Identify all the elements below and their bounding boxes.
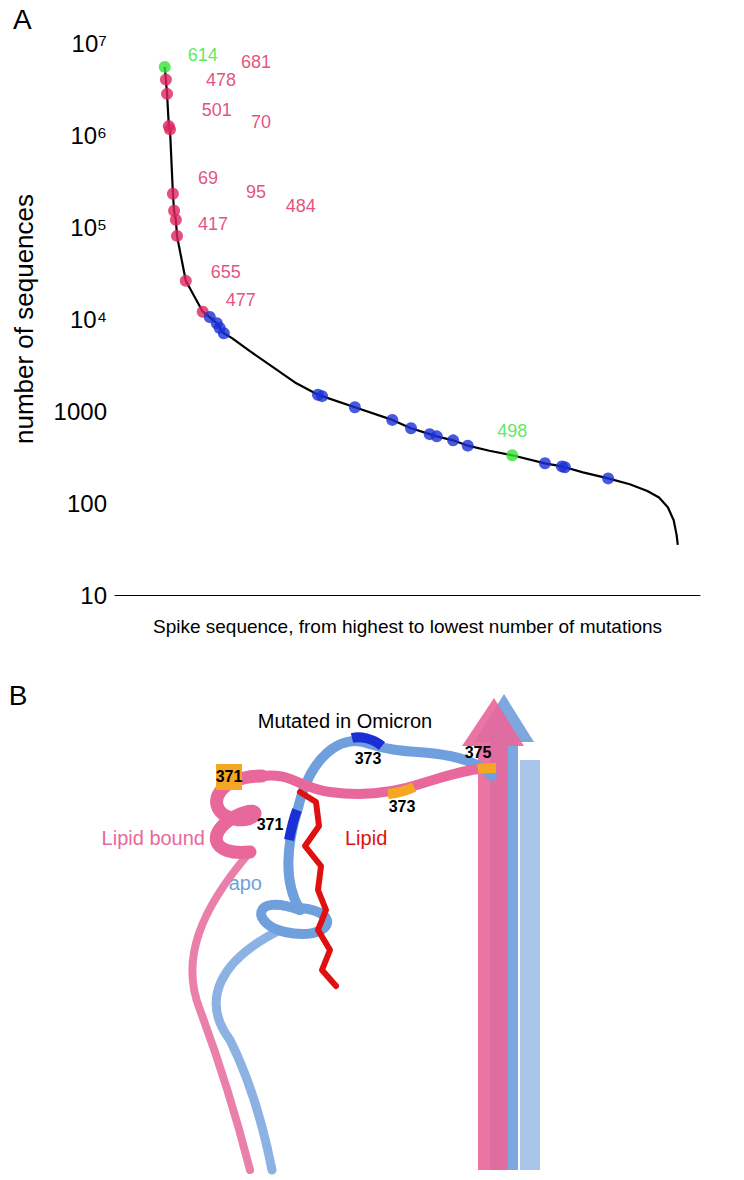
svg-text:477: 477 [226, 290, 256, 310]
svg-text:A: A [13, 4, 32, 35]
svg-text:B: B [9, 680, 28, 711]
svg-text:69: 69 [198, 168, 218, 188]
svg-text:95: 95 [246, 182, 266, 202]
svg-text:417: 417 [198, 214, 228, 234]
svg-text:Mutated in Omicron: Mutated in Omicron [258, 710, 433, 732]
svg-text:498: 498 [497, 421, 527, 441]
svg-text:373: 373 [389, 798, 416, 815]
svg-text:Lipid bound: Lipid bound [102, 827, 205, 849]
svg-text:371: 371 [216, 768, 243, 785]
svg-text:Spike sequence, from highest t: Spike sequence, from highest to lowest n… [153, 616, 662, 637]
svg-text:478: 478 [206, 70, 236, 90]
svg-text:371: 371 [257, 816, 284, 833]
svg-text:484: 484 [286, 196, 316, 216]
svg-text:apo: apo [229, 872, 262, 894]
svg-text:373: 373 [355, 750, 382, 767]
svg-text:681: 681 [241, 52, 271, 72]
svg-text:10⁴: 10⁴ [70, 306, 107, 333]
svg-text:Lipid: Lipid [345, 827, 387, 849]
svg-text:10⁷: 10⁷ [72, 30, 107, 57]
svg-text:10: 10 [80, 582, 107, 609]
svg-text:number of sequences: number of sequences [9, 194, 39, 444]
svg-text:1000: 1000 [54, 398, 107, 425]
svg-text:10⁵: 10⁵ [70, 214, 107, 241]
svg-text:614: 614 [188, 45, 218, 65]
svg-text:501: 501 [202, 100, 232, 120]
svg-text:10⁶: 10⁶ [70, 122, 107, 149]
svg-text:100: 100 [67, 490, 107, 517]
svg-text:70: 70 [251, 112, 271, 132]
svg-text:655: 655 [211, 262, 241, 282]
svg-text:375: 375 [465, 744, 492, 761]
